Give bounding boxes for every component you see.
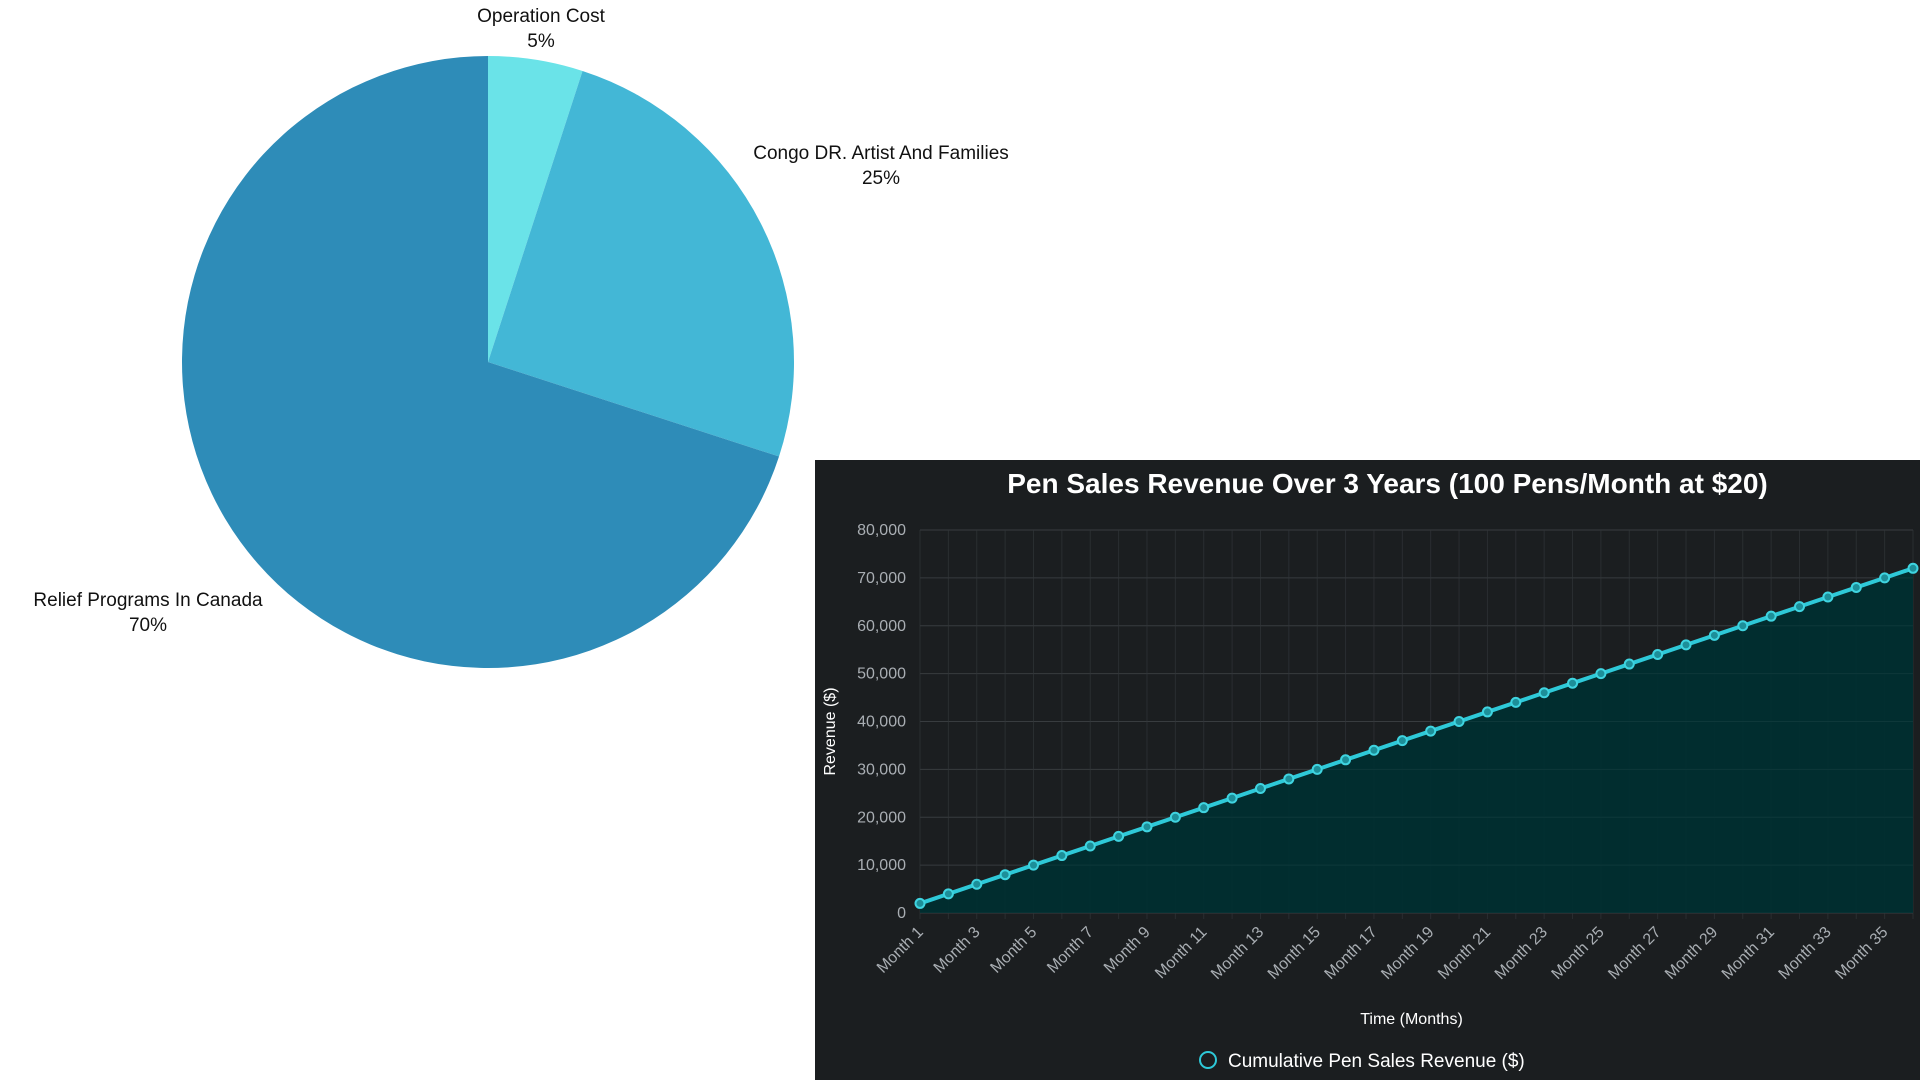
y-axis-label: Revenue ($) <box>822 687 839 775</box>
revenue-data-point <box>1822 591 1834 603</box>
revenue-data-point <box>1311 763 1323 775</box>
x-tick-label: Month 35 <box>1832 924 1891 983</box>
revenue-data-point <box>1794 601 1806 613</box>
revenue-data-point <box>1567 677 1579 689</box>
x-tick-label: Month 21 <box>1435 924 1494 983</box>
revenue-data-point <box>1396 735 1408 747</box>
x-tick-label: Month 5 <box>987 924 1040 977</box>
x-tick-label: Month 27 <box>1605 924 1664 983</box>
pie-slice-value: 25% <box>862 168 900 189</box>
revenue-data-point <box>1652 648 1664 660</box>
revenue-data-point <box>1141 821 1153 833</box>
revenue-data-point <box>1113 830 1125 842</box>
revenue-data-point <box>1907 562 1919 574</box>
x-tick-label: Month 7 <box>1044 924 1097 977</box>
revenue-chart-panel: Pen Sales Revenue Over 3 Years (100 Pens… <box>815 460 1920 1080</box>
revenue-data-point <box>999 869 1011 881</box>
allocation-pie-chart: Operation Cost 5% Congo DR. Artist And Fam… <box>33 6 1009 668</box>
pie-slice <box>488 56 583 362</box>
x-tick-label: Month 11 <box>1152 924 1210 982</box>
revenue-data-point <box>1425 725 1437 737</box>
revenue-data-point <box>1169 811 1181 823</box>
legend-label: Cumulative Pen Sales Revenue ($) <box>1228 1051 1525 1072</box>
y-tick-label: 0 <box>897 905 906 922</box>
y-tick-label: 30,000 <box>857 761 906 778</box>
revenue-line-chart: Pen Sales Revenue Over 3 Years (100 Pens… <box>822 468 1919 1072</box>
revenue-data-point <box>1623 658 1635 670</box>
y-tick-label: 20,000 <box>857 809 906 826</box>
revenue-data-point <box>1056 850 1068 862</box>
x-tick-label: Month 23 <box>1492 924 1551 983</box>
y-tick-label: 80,000 <box>857 522 906 539</box>
y-tick-label: 70,000 <box>857 570 906 587</box>
x-tick-label: Month 13 <box>1208 924 1267 983</box>
x-tick-label: Month 1 <box>874 924 927 977</box>
x-tick-label: Month 15 <box>1265 924 1324 983</box>
revenue-data-point <box>1708 629 1720 641</box>
x-tick-label: Month 9 <box>1101 924 1154 977</box>
revenue-data-point <box>1737 620 1749 632</box>
revenue-data-point <box>1680 639 1692 651</box>
revenue-data-point <box>1226 792 1238 804</box>
x-tick-label: Month 17 <box>1322 924 1381 983</box>
chart-title: Pen Sales Revenue Over 3 Years (100 Pens… <box>1007 468 1768 499</box>
revenue-data-point <box>914 897 926 909</box>
revenue-data-point <box>1340 754 1352 766</box>
x-tick-label: Month 31 <box>1719 924 1778 983</box>
y-tick-label: 60,000 <box>857 618 906 635</box>
revenue-data-point <box>1765 610 1777 622</box>
revenue-data-point <box>1283 773 1295 785</box>
y-tick-label: 40,000 <box>857 714 906 731</box>
pie-slice <box>488 70 794 457</box>
revenue-data-point <box>1453 716 1465 727</box>
y-tick-label: 50,000 <box>857 666 906 683</box>
revenue-data-point <box>1850 581 1862 593</box>
revenue-data-point <box>1538 687 1550 699</box>
pie-slice-value: 70% <box>129 615 167 636</box>
revenue-data-point <box>1254 783 1266 795</box>
pie-slice-label: Congo DR. Artist And Families <box>753 143 1009 164</box>
x-tick-label: Month 19 <box>1378 924 1437 983</box>
revenue-data-point <box>1595 668 1607 680</box>
y-tick-label: 10,000 <box>857 857 906 874</box>
pie-slice <box>182 56 780 668</box>
revenue-data-point <box>1879 572 1891 584</box>
x-tick-label: Month 33 <box>1776 924 1835 983</box>
revenue-area-fill <box>920 568 1913 913</box>
pie-slice-label: Relief Programs In Canada <box>33 590 263 611</box>
x-tick-label: Month 25 <box>1549 924 1608 983</box>
pie-slice-label: Operation Cost <box>477 6 606 27</box>
revenue-data-point <box>971 878 983 890</box>
revenue-data-point <box>1027 859 1039 871</box>
x-tick-label: Month 29 <box>1662 924 1721 983</box>
x-tick-label: Month 3 <box>931 924 984 977</box>
legend-marker <box>1199 1051 1217 1069</box>
revenue-data-point <box>1368 744 1380 756</box>
x-axis-label: Time (Months) <box>1360 1011 1463 1028</box>
revenue-data-point <box>1084 840 1096 852</box>
revenue-data-point <box>1481 706 1493 718</box>
revenue-data-point <box>1198 802 1210 814</box>
pie-slice-value: 5% <box>527 31 555 52</box>
revenue-data-point <box>1510 696 1522 708</box>
revenue-data-point <box>942 888 954 900</box>
